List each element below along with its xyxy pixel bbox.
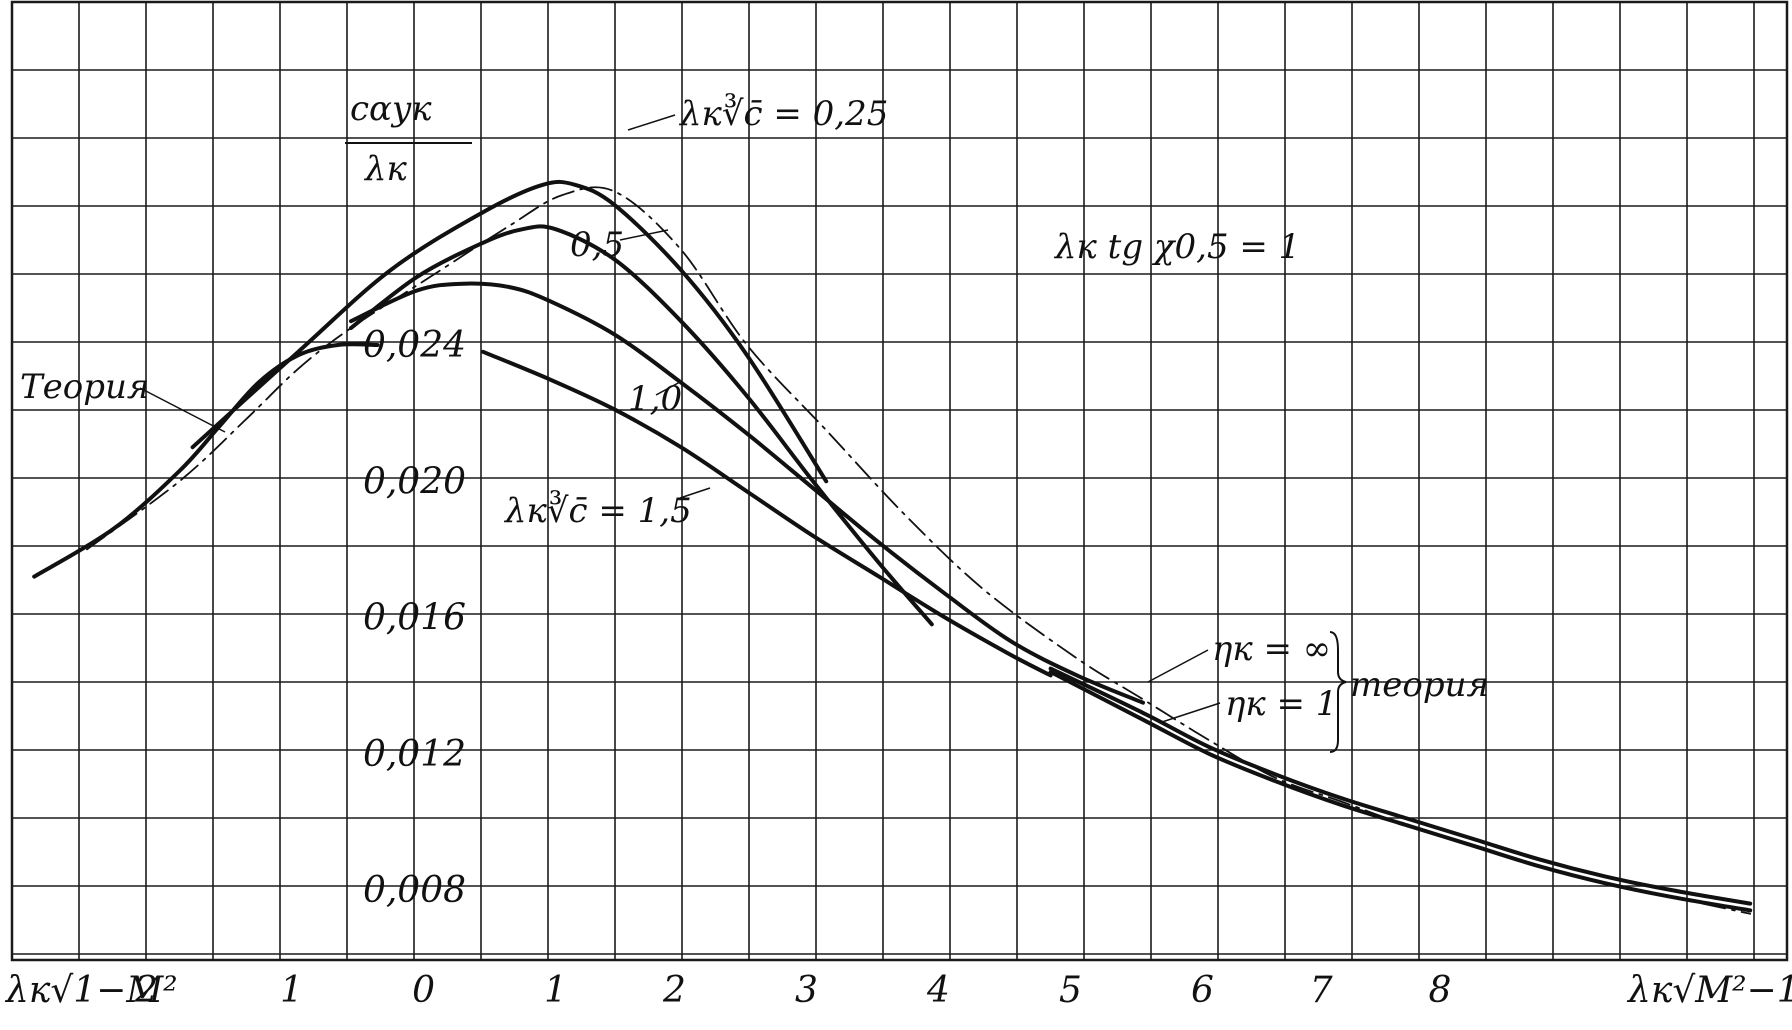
leader-eta-inf xyxy=(1147,649,1209,683)
y-axis-label-numerator: cαyк xyxy=(350,89,432,129)
x-axis-label-left: λк√1−M² xyxy=(4,970,178,1011)
annotation-eta-1: ηк = 1 xyxy=(1225,684,1337,724)
leader-label-05 xyxy=(619,229,669,241)
brace-teoria xyxy=(1329,631,1347,753)
series-line-6 xyxy=(1048,670,1753,913)
leader-lambda-c-025 xyxy=(627,114,676,131)
series-line-5 xyxy=(1048,666,1753,906)
y-tick-label-1: 0,020 xyxy=(363,461,466,502)
leader-eta-1 xyxy=(1161,702,1221,723)
series-line-0 xyxy=(190,179,829,484)
series-line-4 xyxy=(32,342,380,579)
leader-teoria-left xyxy=(139,387,226,433)
annotation-teoria-right: теория xyxy=(1350,665,1489,705)
y-tick-label-4: 0,008 xyxy=(363,870,466,911)
annotation-lambda-c-15: λк∛c̄ = 1,5 xyxy=(503,490,692,531)
leader-label-10 xyxy=(655,381,681,396)
x-tick-right-3: 3 xyxy=(795,970,818,1011)
annotation-teoria-left: Теория xyxy=(20,367,149,407)
leader-lambda-c-15 xyxy=(679,487,711,499)
series-line-2 xyxy=(349,281,1145,705)
x-tick-right-2: 2 xyxy=(662,970,686,1011)
y-axis-label-denominator: λк xyxy=(363,149,408,189)
annotation-label-05: 0,5 xyxy=(570,225,624,265)
series-line-1 xyxy=(349,224,934,627)
x-axis-label-right: λк√M²−1 xyxy=(1626,970,1792,1011)
plot-frame xyxy=(10,0,1789,962)
x-tick-right-6: 6 xyxy=(1191,970,1214,1011)
x-tick-left-0: 2 xyxy=(134,970,158,1011)
x-tick-right-1: 1 xyxy=(544,970,567,1011)
x-tick-right-7: 7 xyxy=(1310,970,1333,1011)
x-tick-right-5: 5 xyxy=(1059,970,1082,1011)
annotation-lambda-c-025: λк∛c̄ = 0,25 xyxy=(678,93,888,134)
series-line-3 xyxy=(481,349,1053,678)
x-tick-right-8: 8 xyxy=(1429,970,1452,1011)
y-tick-label-3: 0,012 xyxy=(363,734,466,775)
x-tick-right-0: 0 xyxy=(412,970,435,1011)
annotation-eta-inf: ηк = ∞ xyxy=(1212,629,1331,669)
y-tick-label-0: 0,024 xyxy=(363,325,466,366)
x-tick-left-1: 1 xyxy=(280,970,303,1011)
y-tick-label-2: 0,016 xyxy=(363,598,466,639)
x-tick-right-4: 4 xyxy=(926,970,950,1011)
annotation-lambda-tg: λк tg χ0,5 = 1 xyxy=(1053,227,1300,267)
series-line-7 xyxy=(86,186,1752,915)
